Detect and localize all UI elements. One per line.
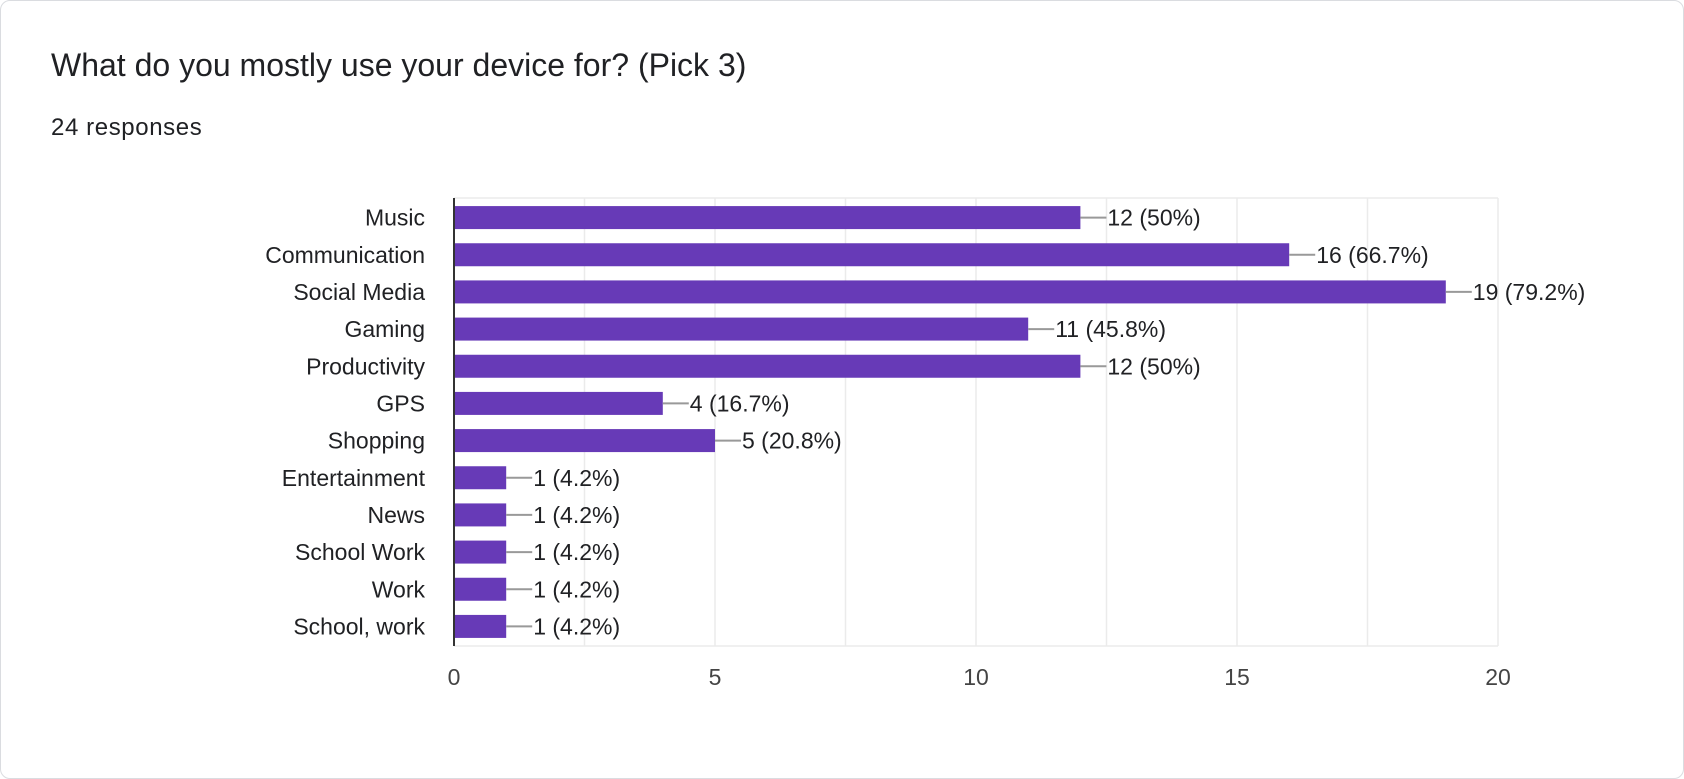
category-label: Music	[365, 205, 425, 231]
category-label: Work	[372, 576, 426, 602]
bar	[454, 317, 1029, 341]
x-tick-label: 20	[1485, 664, 1511, 690]
response-count: 24 responses	[51, 114, 203, 141]
data-label: 12 (50%)	[1107, 205, 1200, 231]
question-title: What do you mostly use your device for? …	[51, 47, 747, 83]
category-label: Shopping	[328, 428, 425, 454]
bar	[454, 540, 507, 564]
bar	[454, 280, 1446, 304]
data-label: 5 (20.8%)	[742, 428, 842, 454]
bar	[454, 614, 507, 638]
bar	[454, 503, 507, 527]
data-label: 1 (4.2%)	[533, 576, 620, 602]
bar	[454, 391, 663, 415]
bar	[454, 429, 715, 453]
bar	[454, 243, 1290, 267]
data-label: 11 (45.8%)	[1055, 316, 1166, 342]
category-label: GPS	[376, 390, 425, 416]
x-tick-label: 5	[709, 664, 722, 690]
x-tick-label: 0	[448, 664, 461, 690]
bar	[454, 466, 507, 490]
category-label: Entertainment	[282, 465, 426, 491]
bar	[454, 354, 1081, 378]
data-label: 19 (79.2%)	[1473, 279, 1586, 305]
data-label: 12 (50%)	[1107, 353, 1200, 379]
category-label: Social Media	[293, 279, 425, 305]
data-label: 16 (66.7%)	[1316, 242, 1429, 268]
category-label: Productivity	[306, 353, 425, 379]
category-label: School Work	[295, 539, 425, 565]
x-tick-label: 15	[1224, 664, 1250, 690]
bar	[454, 577, 507, 601]
bar	[454, 206, 1081, 230]
category-label: Gaming	[344, 316, 425, 342]
x-tick-label: 10	[963, 664, 989, 690]
category-label: School, work	[293, 613, 425, 639]
category-label: News	[367, 502, 425, 528]
data-label: 4 (16.7%)	[690, 390, 790, 416]
data-label: 1 (4.2%)	[533, 502, 620, 528]
category-label: Communication	[265, 242, 425, 268]
data-label: 1 (4.2%)	[533, 465, 620, 491]
data-label: 1 (4.2%)	[533, 539, 620, 565]
data-label: 1 (4.2%)	[533, 613, 620, 639]
